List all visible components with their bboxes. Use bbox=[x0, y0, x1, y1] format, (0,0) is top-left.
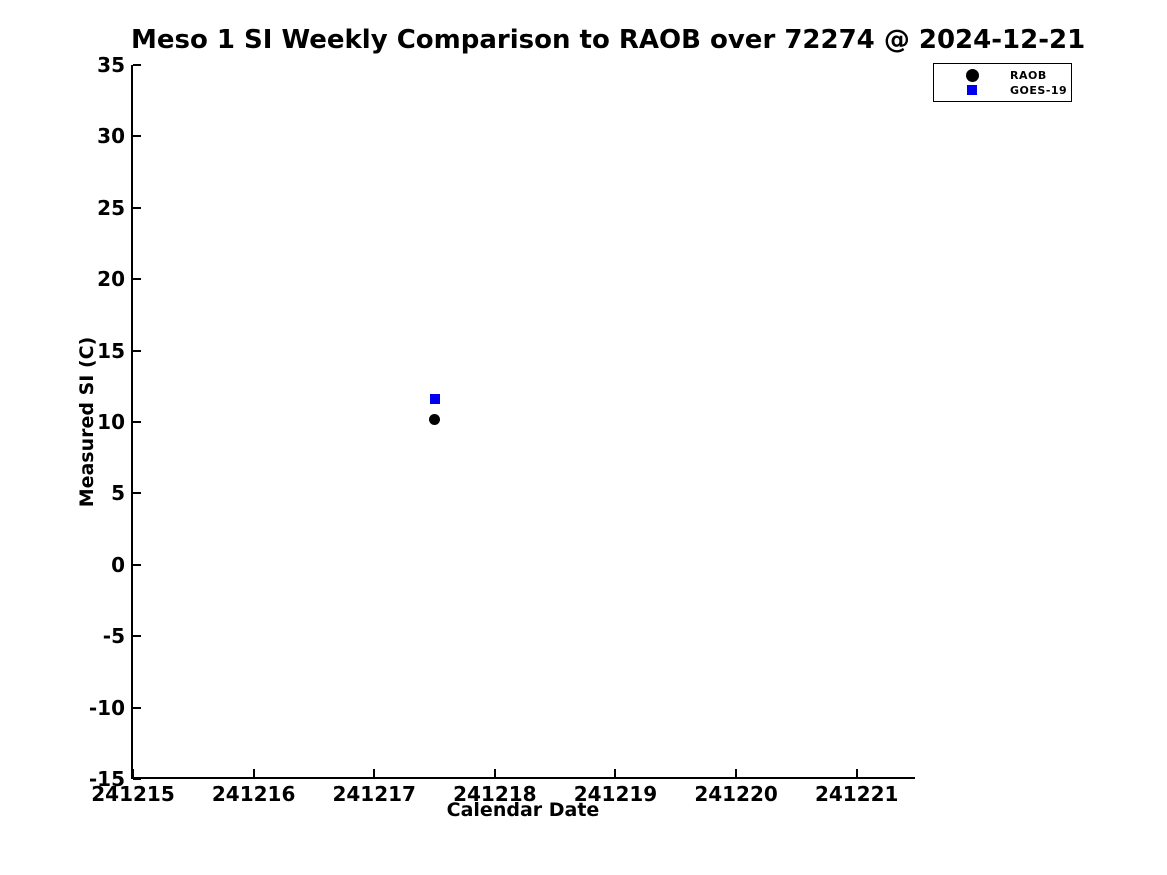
y-tick-mark bbox=[133, 492, 141, 495]
chart-title: Meso 1 SI Weekly Comparison to RAOB over… bbox=[131, 25, 1086, 55]
raob-circle-marker-icon bbox=[965, 68, 979, 82]
y-tick-mark bbox=[133, 206, 141, 209]
plot-area: 35 30 25 20 15 10 5 0 -5 -10 -15 241215 241216 241217… bbox=[89, 53, 915, 806]
legend-marker-cell bbox=[934, 68, 1010, 82]
y-tick-mark bbox=[133, 421, 141, 423]
legend-marker-cell bbox=[934, 85, 1010, 95]
y-tick-label: 15 bbox=[97, 338, 125, 363]
y-tick-label: 5 bbox=[111, 481, 125, 506]
y-tick-label: 10 bbox=[97, 410, 125, 434]
data-point-goes-19 bbox=[429, 394, 440, 405]
x-tick-mark bbox=[614, 769, 617, 777]
x-tick-label: 241219 bbox=[573, 782, 658, 806]
y-tick-mark bbox=[133, 635, 141, 638]
x-tick-label: 241221 bbox=[814, 782, 899, 806]
x-axis-label: Calendar Date bbox=[446, 799, 600, 821]
legend-row-raob: RAOB bbox=[934, 68, 1071, 83]
y-tick-mark bbox=[133, 64, 141, 66]
legend: RAOB GOES-19 bbox=[933, 63, 1072, 102]
x-tick-mark bbox=[855, 769, 858, 777]
y-tick-label: 20 bbox=[97, 267, 125, 292]
x-tick-mark bbox=[493, 769, 496, 777]
x-tick-label: 241216 bbox=[211, 782, 296, 806]
y-tick-label: -5 bbox=[102, 624, 125, 649]
x-tick-label: 241218 bbox=[453, 782, 537, 806]
y-tick-mark bbox=[133, 278, 141, 281]
y-tick-mark bbox=[133, 135, 141, 138]
x-tick-mark bbox=[252, 769, 255, 777]
y-tick-label: -15 bbox=[88, 767, 125, 791]
x-tick-label: 241220 bbox=[694, 782, 778, 806]
x-tick-mark bbox=[373, 769, 376, 777]
data-point-raob bbox=[429, 413, 441, 425]
y-tick-mark bbox=[133, 778, 141, 780]
y-tick-mark bbox=[133, 706, 141, 709]
y-tick-label: 35 bbox=[97, 53, 125, 77]
goes19-square-marker-icon bbox=[967, 85, 977, 95]
y-tick-label: 0 bbox=[111, 552, 125, 577]
y-tick-mark bbox=[133, 563, 141, 566]
x-tick-mark bbox=[132, 769, 134, 777]
legend-label-goes19: GOES-19 bbox=[1010, 83, 1068, 97]
y-tick-label: 25 bbox=[97, 195, 125, 220]
y-tick-label: 30 bbox=[97, 124, 125, 149]
y-tick-mark bbox=[133, 349, 141, 352]
x-tick-label: 241215 bbox=[91, 782, 175, 806]
x-tick-mark bbox=[735, 769, 738, 777]
legend-row-goes19: GOES-19 bbox=[934, 83, 1071, 98]
y-tick-label: -10 bbox=[88, 695, 125, 720]
x-tick-label: 241217 bbox=[332, 782, 416, 806]
legend-label-raob: RAOB bbox=[1010, 68, 1047, 82]
